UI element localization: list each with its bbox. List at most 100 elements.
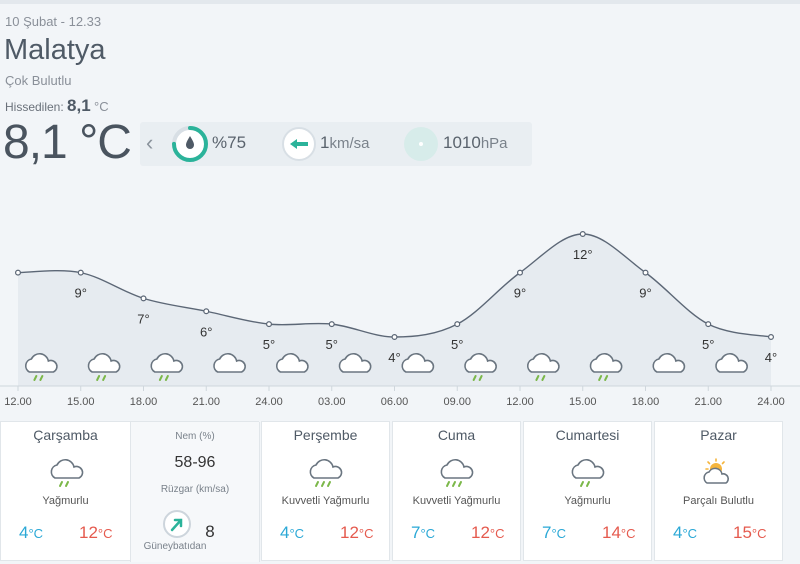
cloud-icon (213, 353, 246, 373)
day-low-value: 4 (19, 523, 29, 542)
chart-point (140, 295, 147, 302)
day-low-value: 4 (673, 523, 683, 542)
day-condition: Kuvvetli Yağmurlu (412, 495, 501, 507)
chart-area-fill (18, 234, 771, 386)
humidity-label: Nem (%) (175, 431, 215, 442)
day-high-unit: °C (489, 526, 505, 541)
pressure-unit: hPa (480, 135, 508, 152)
wind-speed: 1km/sa (320, 133, 369, 153)
chart-data-label: 4° (388, 350, 400, 365)
day-low-temp: 7°C (542, 523, 566, 543)
day-name: Perşembe (293, 427, 358, 443)
chart-point (705, 321, 712, 328)
chart-x-tick-label: 21.00 (694, 396, 722, 408)
hourly-temperature-chart: 12.00 9° 15.00 7° 18.00 6° 21.00 5° 24.00 5° 03.00… (0, 231, 800, 408)
rain-cloud-icon (527, 353, 560, 381)
rain-cloud-icon (150, 353, 184, 381)
cloud-icon (715, 353, 748, 373)
feels-like-value: 8,1 (67, 96, 91, 115)
chart-x-tick-label: 06.00 (381, 396, 409, 408)
day-high-value: 12 (340, 523, 359, 542)
day-high-temp: 12°C (471, 523, 505, 543)
day-card-wednesday[interactable]: Çarşamba Yağmurlu 4°C 12°C Nem (%) 58-96… (0, 421, 260, 562)
pressure-value: 1010 (443, 133, 481, 152)
chart-data-label: 7° (137, 311, 149, 326)
day-high-temp: 12°C (79, 523, 113, 543)
day-high-temp: 12°C (340, 523, 374, 543)
day-card-friday[interactable]: Cuma Kuvvetli Yağmurlu 7°C 12°C (392, 421, 521, 561)
chart-data-label: 9° (514, 286, 526, 301)
chevron-left-icon[interactable]: ‹ (146, 130, 154, 155)
day-low-unit: °C (682, 526, 698, 541)
rain-cloud-icon (25, 353, 58, 381)
chart-point (579, 231, 586, 238)
day-name: Çarşamba (33, 427, 98, 443)
wind-direction-icon (163, 510, 191, 538)
day-condition: Yağmurlu (42, 495, 89, 507)
humidity-dial-icon (172, 126, 208, 162)
day-summary: Çarşamba Yağmurlu 4°C 12°C (1, 422, 130, 562)
chart-x-tick-label: 15.00 (569, 396, 597, 408)
heavy-rain-cloud-icon (309, 459, 343, 487)
rain-cloud-icon (571, 459, 605, 487)
day-condition: Yağmurlu (564, 495, 611, 507)
chart-point (203, 308, 210, 315)
heavy-rain-cloud-icon (440, 459, 474, 487)
chart-point (266, 321, 273, 328)
day-low-value: 4 (280, 523, 290, 542)
wind-speed-unit: km/sa (329, 135, 370, 152)
cloud-icon (652, 353, 686, 373)
chart-data-label: 6° (200, 324, 212, 339)
chart-data-label: 4° (765, 350, 777, 365)
date-time: 10 Şubat - 12.33 (5, 14, 102, 29)
wind-speed-value: 1 (320, 133, 330, 152)
pressure: 1010hPa (443, 133, 508, 153)
day-high-value: 15 (733, 523, 752, 542)
chart-point (642, 269, 649, 276)
day-low-unit: °C (420, 526, 436, 541)
day-high-temp: 15°C (733, 523, 767, 543)
partly-cloudy-icon (703, 458, 729, 484)
humidity-range: 58-96 (174, 454, 216, 471)
rain-cloud-icon (50, 459, 84, 487)
rain-cloud-icon (464, 353, 497, 381)
day-high-unit: °C (97, 526, 113, 541)
chart-point (767, 334, 774, 341)
chart-x-tick-label: 18.00 (130, 396, 158, 408)
wind-direction-label: Güneybatıdan (143, 541, 207, 552)
chart-data-label: 5° (451, 337, 463, 352)
rain-cloud-icon (589, 353, 623, 381)
day-card-saturday[interactable]: Cumartesi Yağmurlu 7°C 14°C (523, 421, 652, 561)
chart-data-label: 5° (326, 337, 338, 352)
cloud-icon (338, 353, 372, 373)
day-low-temp: 4°C (19, 523, 43, 543)
day-low-value: 7 (542, 523, 552, 542)
day-name: Cuma (437, 427, 476, 443)
day-high-unit: °C (358, 526, 374, 541)
day-high-unit: °C (751, 526, 767, 541)
day-low-unit: °C (551, 526, 567, 541)
day-low-temp: 7°C (411, 523, 435, 543)
chart-x-tick-label: 15.00 (67, 396, 95, 408)
chart-point (77, 269, 84, 276)
wind-speed-daily: 8 (205, 522, 215, 541)
day-high-unit: °C (620, 526, 636, 541)
chart-x-tick-label: 12.00 (4, 396, 32, 408)
top-bar (0, 0, 800, 4)
day-condition: Parçalı Bulutlu (683, 495, 754, 507)
day-condition: Kuvvetli Yağmurlu (281, 495, 370, 507)
current-temperature: 8,1 °C (3, 116, 132, 169)
day-name: Pazar (700, 427, 737, 443)
chart-point (516, 269, 523, 276)
current-condition: Çok Bulutlu (5, 73, 72, 88)
wind-direction-icon (282, 127, 316, 161)
day-low-unit: °C (289, 526, 305, 541)
chart-point (328, 321, 335, 328)
chart-x-tick-label: 03.00 (318, 396, 346, 408)
day-card-thursday[interactable]: Perşembe Kuvvetli Yağmurlu 4°C 12°C (261, 421, 390, 561)
chart-x-tick-label: 24.00 (255, 396, 283, 408)
chart-x-tick-label: 18.00 (632, 396, 660, 408)
day-high-value: 14 (602, 523, 621, 542)
day-card-sunday[interactable]: Pazar Parçalı Bulutlu 4°C 15°C (654, 421, 783, 561)
daily-forecast: Çarşamba Yağmurlu 4°C 12°C Nem (%) 58-96… (0, 421, 800, 564)
